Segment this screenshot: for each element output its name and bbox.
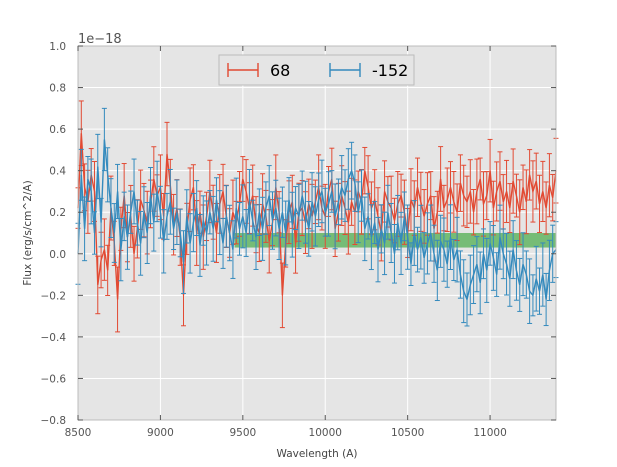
y-tick-label: −0.6 <box>41 373 67 385</box>
plot-frame <box>77 45 557 421</box>
y-tick-label: −0.2 <box>41 290 67 302</box>
x-tick-label: 9000 <box>147 427 174 439</box>
grid-lines <box>77 45 556 421</box>
x-tick-label: 8500 <box>65 427 92 439</box>
legend: 68 -152 <box>218 54 415 86</box>
x-tick-label: 10000 <box>309 427 342 439</box>
y-axis-ticks: −0.8 −0.6 −0.4 −0.2 0.0 0.2 0.4 0.6 0.8 1.0 <box>41 41 556 427</box>
y-tick-label: 0.6 <box>49 124 66 136</box>
legend-label: 68 <box>270 61 290 80</box>
x-axis-label: Wavelength (A) <box>276 448 357 460</box>
x-tick-label: 10500 <box>391 427 424 439</box>
x-tick-label: 9500 <box>229 427 256 439</box>
y-tick-label: 0.8 <box>49 83 66 95</box>
series-line <box>77 139 557 302</box>
y-tick-label: 1.0 <box>49 41 66 53</box>
y-offset-label: 1e−18 <box>78 32 122 47</box>
x-axis-ticks: 8500 9000 9500 10000 10500 11000 <box>65 46 507 439</box>
series-blue <box>75 107 559 327</box>
y-tick-label: −0.4 <box>41 332 67 344</box>
y-tick-label: 0.0 <box>49 249 66 261</box>
x-tick-label: 11000 <box>473 427 506 439</box>
y-tick-label: 0.2 <box>49 207 66 219</box>
series-layer <box>75 100 559 333</box>
y-tick-label: −0.8 <box>41 415 67 427</box>
y-axis-label: Flux (erg/s/cm^2/A) <box>22 180 34 285</box>
legend-label: -152 <box>372 61 408 80</box>
y-tick-label: 0.4 <box>49 166 66 178</box>
